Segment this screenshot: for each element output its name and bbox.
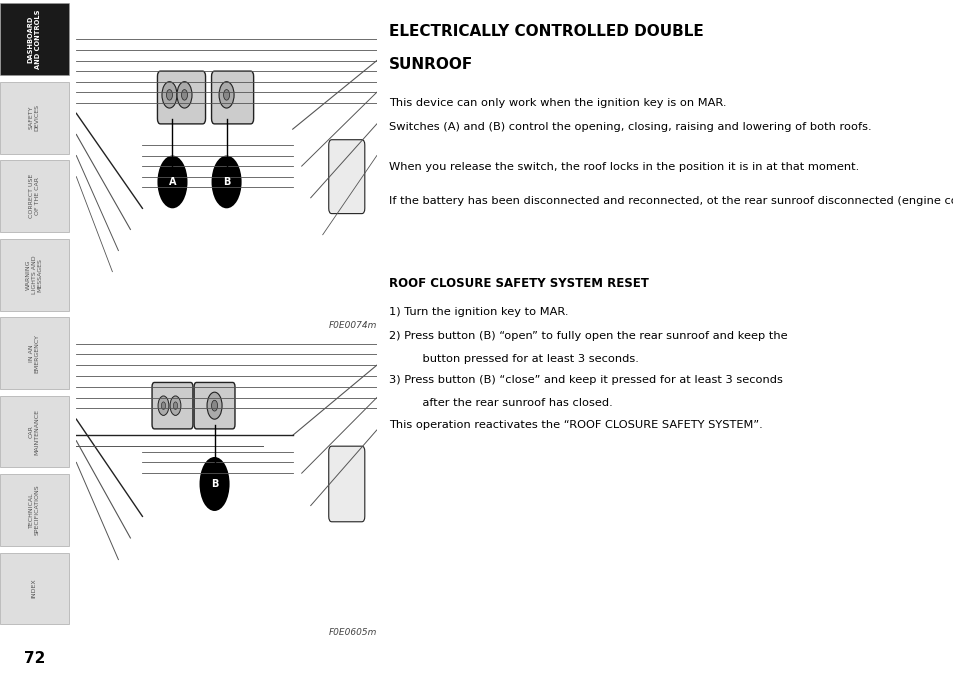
Text: F0E0605m: F0E0605m [328,628,376,637]
Text: SUNROOF: SUNROOF [389,57,473,72]
Circle shape [223,90,230,100]
Circle shape [158,396,169,415]
Text: WARNING
LIGHTS AND
MESSAGES: WARNING LIGHTS AND MESSAGES [26,255,43,294]
Circle shape [181,90,188,100]
Text: IN AN
EMERGENCY: IN AN EMERGENCY [29,333,40,373]
Circle shape [177,82,192,108]
Text: This operation reactivates the “ROOF CLOSURE SAFETY SYSTEM”.: This operation reactivates the “ROOF CLO… [389,420,762,430]
FancyBboxPatch shape [329,140,364,213]
FancyBboxPatch shape [212,71,253,124]
Bar [0,474,69,546]
Text: Switches (A) and (B) control the opening, closing, raising and lowering of both : Switches (A) and (B) control the opening… [389,122,871,132]
Circle shape [207,392,222,419]
Circle shape [212,400,217,411]
Text: DASHBOARD
AND CONTROLS: DASHBOARD AND CONTROLS [28,9,41,69]
Text: B: B [223,177,230,187]
Text: 1) Turn the ignition key to MAR.: 1) Turn the ignition key to MAR. [389,307,568,317]
Circle shape [170,396,181,415]
Bar [0,239,69,310]
Text: 2) Press button (B) “open” to fully open the rear sunroof and keep the: 2) Press button (B) “open” to fully open… [389,331,787,341]
Text: ELECTRICALLY CONTROLLED DOUBLE: ELECTRICALLY CONTROLLED DOUBLE [389,24,703,38]
Text: This device can only work when the ignition key is on MAR.: This device can only work when the ignit… [389,98,726,108]
Text: 72: 72 [24,651,45,666]
Text: TECHNICAL
SPECIFICATIONS: TECHNICAL SPECIFICATIONS [29,485,40,535]
Text: B: B [211,479,218,489]
Circle shape [173,402,177,410]
FancyBboxPatch shape [157,71,205,124]
FancyBboxPatch shape [329,446,364,522]
Text: after the rear sunroof has closed.: after the rear sunroof has closed. [408,398,613,408]
Text: CORRECT USE
OF THE CAR: CORRECT USE OF THE CAR [29,174,40,218]
Text: SAFETY
DEVICES: SAFETY DEVICES [29,104,40,131]
FancyBboxPatch shape [152,383,193,429]
Circle shape [219,82,233,108]
Bar [0,317,69,389]
Text: ROOF CLOSURE SAFETY SYSTEM RESET: ROOF CLOSURE SAFETY SYSTEM RESET [389,277,648,290]
Circle shape [199,457,230,511]
Circle shape [162,82,177,108]
FancyBboxPatch shape [193,383,234,429]
Bar [0,161,69,232]
Text: CAR
MAINTENANCE: CAR MAINTENANCE [29,408,40,454]
Text: A: A [169,177,176,187]
Text: button pressed for at least 3 seconds.: button pressed for at least 3 seconds. [408,354,639,364]
Text: When you release the switch, the roof locks in the position it is in at that mom: When you release the switch, the roof lo… [389,162,859,172]
Text: 3) Press button (B) “close” and keep it pressed for at least 3 seconds: 3) Press button (B) “close” and keep it … [389,375,782,385]
Bar [0,553,69,624]
Text: F0E0074m: F0E0074m [328,321,376,329]
Circle shape [161,402,166,410]
Bar [0,82,69,154]
Text: INDEX: INDEX [31,578,37,598]
Text: If the battery has been disconnected and reconnected, ot the rear sunroof discon: If the battery has been disconnected and… [389,196,953,206]
Circle shape [157,155,188,209]
Circle shape [166,90,172,100]
Circle shape [212,155,241,209]
Bar [0,3,69,75]
Bar [0,396,69,468]
